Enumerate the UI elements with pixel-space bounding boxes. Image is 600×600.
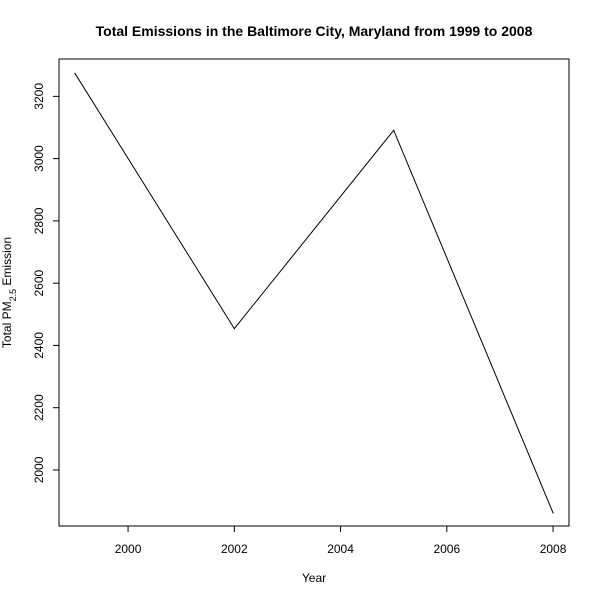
- y-axis-label-subscript: 2.5: [8, 289, 18, 302]
- data-point-2008: [552, 512, 554, 514]
- y-axis-label: Total PM2.5 Emission: [0, 237, 18, 348]
- y-tick-label-3000: 3000: [32, 145, 46, 172]
- y-tick-label-2800: 2800: [32, 207, 46, 234]
- y-tick-label-2200: 2200: [32, 394, 46, 421]
- x-axis-label: Year: [302, 571, 326, 585]
- chart-title: Total Emissions in the Baltimore City, M…: [96, 23, 533, 39]
- series-layer: [74, 72, 554, 514]
- plot-frame: [58, 58, 570, 527]
- y-tick-label-2000: 2000: [32, 456, 46, 483]
- y-tick-label-2400: 2400: [32, 332, 46, 359]
- data-point-1999: [74, 72, 76, 74]
- data-point-2002: [233, 328, 235, 330]
- series-line-0: [74, 73, 554, 514]
- y-tick-label-2600: 2600: [32, 269, 46, 296]
- y-axis-label-prefix: Total PM: [0, 301, 14, 348]
- y-axis-label-suffix: Emission: [0, 237, 14, 289]
- y-tick-label-3200: 3200: [32, 83, 46, 110]
- x-tick-label-2002: 2002: [221, 542, 248, 556]
- y-axis: 2000 2200 2400 2600 2800 3000 3200: [32, 83, 59, 483]
- x-tick-label-2000: 2000: [115, 542, 142, 556]
- x-axis: 2000 2002 2004 2006 2008: [115, 526, 567, 556]
- x-tick-label-2006: 2006: [433, 542, 460, 556]
- data-point-2005: [393, 129, 395, 131]
- x-tick-label-2008: 2008: [540, 542, 567, 556]
- x-tick-label-2004: 2004: [327, 542, 354, 556]
